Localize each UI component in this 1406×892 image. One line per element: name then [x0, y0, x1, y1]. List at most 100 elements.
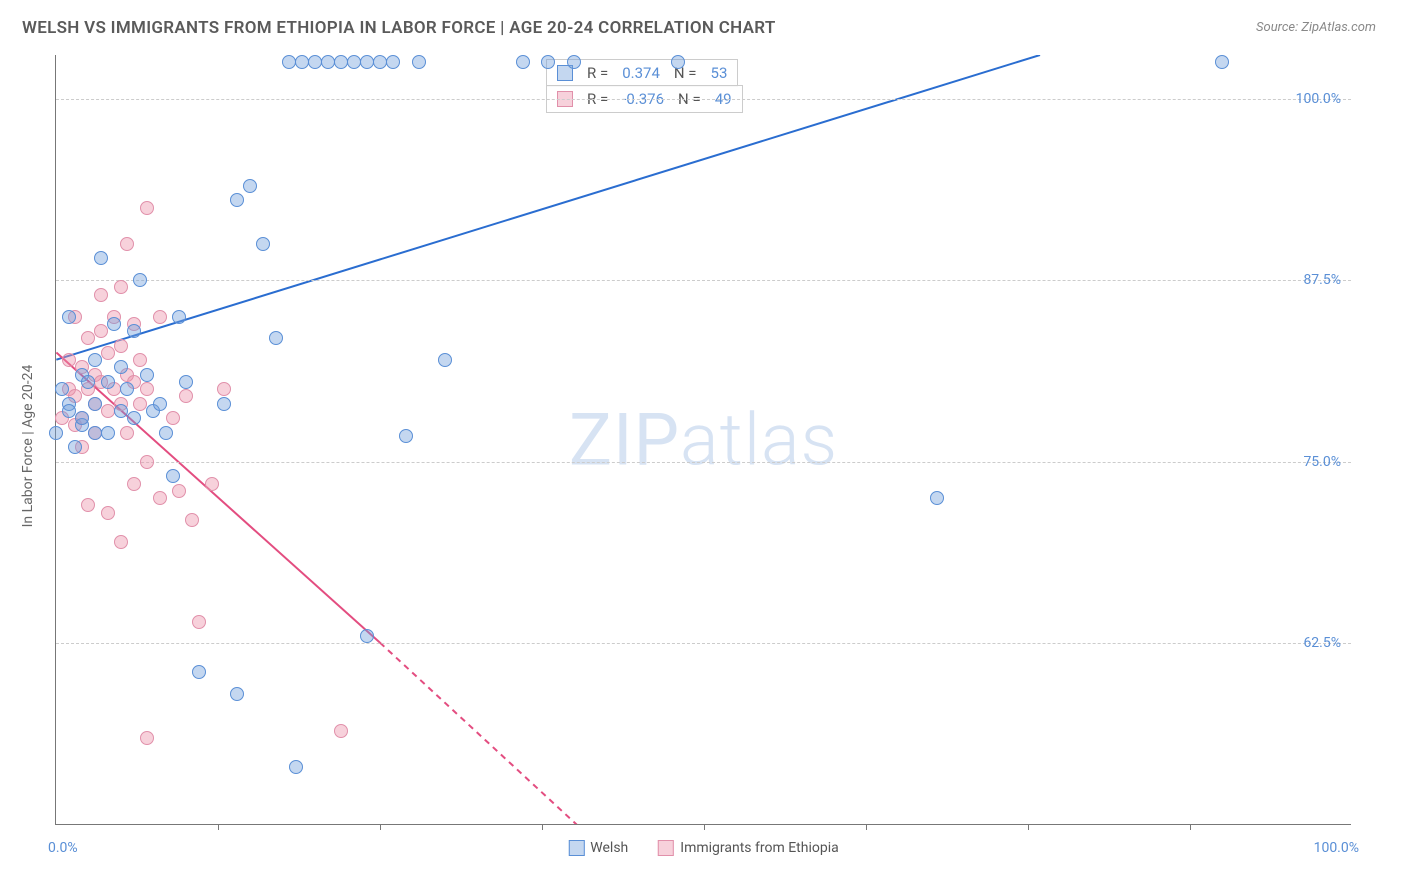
point-series2 — [81, 498, 95, 512]
point-series1 — [55, 382, 69, 396]
plot-area: ZIPatlas R = 0.374 N = 53 R = -0.376 N =… — [55, 55, 1351, 825]
point-series2 — [120, 237, 134, 251]
point-series1 — [120, 382, 134, 396]
point-series2 — [114, 339, 128, 353]
point-series1 — [127, 324, 141, 338]
point-series1 — [347, 55, 361, 69]
chart-title: WELSH VS IMMIGRANTS FROM ETHIOPIA IN LAB… — [22, 18, 776, 38]
point-series1 — [930, 491, 944, 505]
point-series2 — [62, 353, 76, 367]
point-series2 — [179, 389, 193, 403]
x-tick — [1028, 824, 1029, 830]
point-series2 — [133, 353, 147, 367]
r-label: R = — [587, 64, 608, 82]
point-series2 — [101, 346, 115, 360]
point-series1 — [133, 273, 147, 287]
trend-lines — [56, 55, 1351, 824]
point-series2 — [101, 506, 115, 520]
gridline — [56, 643, 1351, 644]
gridline — [56, 280, 1351, 281]
point-series1 — [62, 404, 76, 418]
point-series1 — [567, 55, 581, 69]
x-tick — [866, 824, 867, 830]
point-series1 — [81, 375, 95, 389]
point-series2 — [114, 535, 128, 549]
legend-label-series1: Welsh — [590, 840, 628, 856]
point-series1 — [243, 179, 257, 193]
point-series1 — [412, 55, 426, 69]
point-series1 — [101, 375, 115, 389]
point-series2 — [94, 324, 108, 338]
legend-swatch-series2 — [658, 840, 674, 856]
legend-item-series2: Immigrants from Ethiopia — [658, 840, 838, 856]
point-series2 — [153, 491, 167, 505]
point-series1 — [114, 360, 128, 374]
point-series2 — [334, 724, 348, 738]
point-series2 — [217, 382, 231, 396]
point-series1 — [308, 55, 322, 69]
point-series1 — [516, 55, 530, 69]
point-series1 — [107, 317, 121, 331]
x-tick — [1190, 824, 1191, 830]
point-series1 — [282, 55, 296, 69]
point-series1 — [127, 411, 141, 425]
point-series1 — [399, 429, 413, 443]
legend-label-series2: Immigrants from Ethiopia — [680, 840, 838, 856]
n-value-series1: 53 — [711, 64, 728, 82]
point-series1 — [62, 310, 76, 324]
point-series2 — [114, 280, 128, 294]
gridline — [56, 462, 1351, 463]
point-series1 — [49, 426, 63, 440]
point-series2 — [153, 310, 167, 324]
point-series2 — [205, 477, 219, 491]
point-series1 — [88, 353, 102, 367]
x-tick — [380, 824, 381, 830]
point-series1 — [153, 397, 167, 411]
point-series1 — [1215, 55, 1229, 69]
point-series1 — [179, 375, 193, 389]
point-series1 — [114, 404, 128, 418]
point-series1 — [321, 55, 335, 69]
source-label: Source: ZipAtlas.com — [1256, 20, 1376, 35]
point-series1 — [88, 426, 102, 440]
point-series1 — [269, 331, 283, 345]
chart-container: WELSH VS IMMIGRANTS FROM ETHIOPIA IN LAB… — [0, 0, 1406, 892]
legend: Welsh Immigrants from Ethiopia — [568, 840, 838, 856]
x-tick — [704, 824, 705, 830]
point-series1 — [75, 411, 89, 425]
x-axis-min-label: 0.0% — [48, 840, 78, 856]
y-tick-label: 87.5% — [1303, 272, 1341, 288]
point-series1 — [166, 469, 180, 483]
point-series1 — [334, 55, 348, 69]
y-tick-label: 100.0% — [1296, 91, 1341, 107]
point-series2 — [140, 455, 154, 469]
y-axis-label: In Labor Force | Age 20-24 — [20, 365, 36, 528]
point-series1 — [360, 55, 374, 69]
point-series2 — [140, 731, 154, 745]
y-tick-label: 62.5% — [1303, 635, 1341, 651]
point-series1 — [159, 426, 173, 440]
x-axis-max-label: 100.0% — [1314, 840, 1359, 856]
point-series1 — [671, 55, 685, 69]
legend-swatch-series1 — [568, 840, 584, 856]
point-series1 — [172, 310, 186, 324]
point-series1 — [386, 55, 400, 69]
point-series1 — [289, 760, 303, 774]
point-series1 — [256, 237, 270, 251]
point-series2 — [81, 331, 95, 345]
point-series2 — [127, 477, 141, 491]
point-series2 — [166, 411, 180, 425]
point-series1 — [373, 55, 387, 69]
point-series1 — [217, 397, 231, 411]
point-series2 — [140, 382, 154, 396]
point-series2 — [192, 615, 206, 629]
y-tick-label: 75.0% — [1303, 454, 1341, 470]
legend-item-series1: Welsh — [568, 840, 628, 856]
x-tick — [218, 824, 219, 830]
point-series2 — [101, 404, 115, 418]
point-series2 — [172, 484, 186, 498]
point-series1 — [438, 353, 452, 367]
point-series1 — [140, 368, 154, 382]
point-series1 — [230, 687, 244, 701]
point-series1 — [192, 665, 206, 679]
